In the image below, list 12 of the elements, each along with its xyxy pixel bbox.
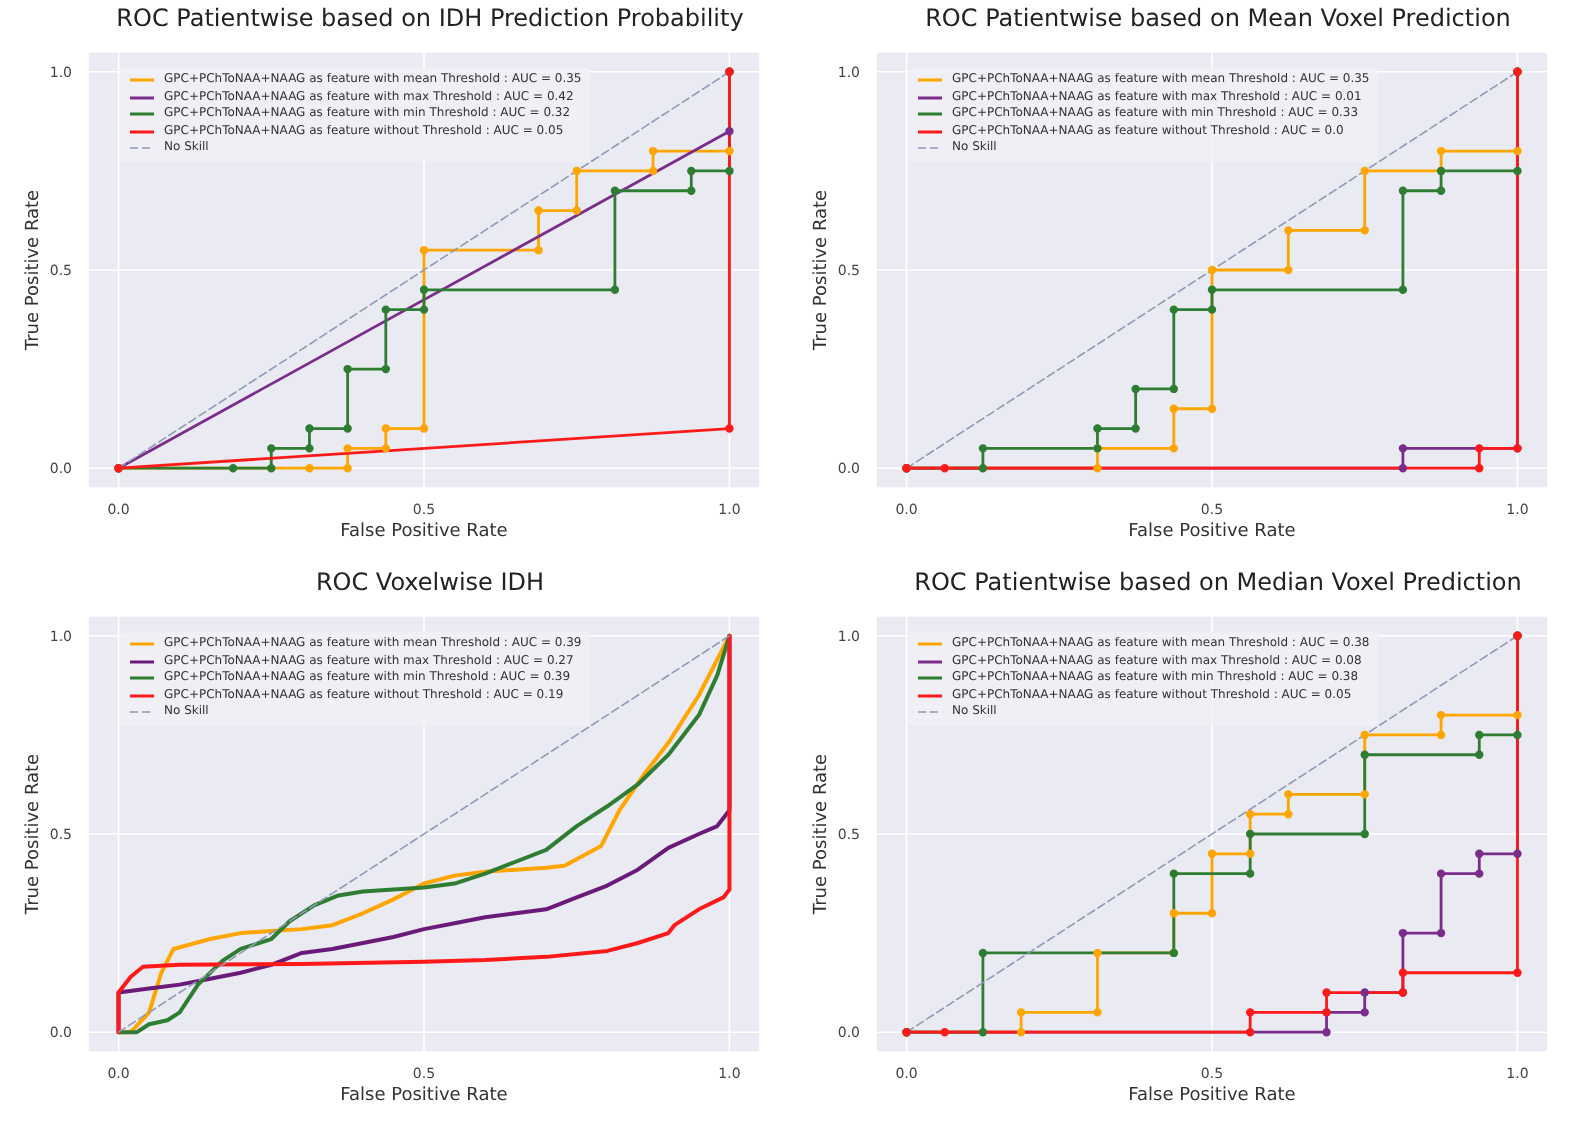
x-axis-title: False Positive Rate — [340, 522, 509, 542]
y-axis-title: True Positive Rate — [24, 188, 45, 353]
y-axis-title: True Positive Rate — [24, 752, 45, 917]
chart-title: ROC Patientwise based on Median Voxel Prediction — [912, 568, 1524, 596]
x-axis-title: False Positive Rate — [340, 1086, 509, 1106]
chart-title: ROC Voxelwise IDH — [313, 568, 547, 596]
chart-title: ROC Patientwise based on Mean Voxel Prediction — [923, 4, 1513, 32]
chart-title: ROC Patientwise based on IDH Prediction Probability — [114, 4, 746, 32]
x-axis-title: False Positive Rate — [1128, 1086, 1297, 1106]
y-axis-title: True Positive Rate — [812, 752, 833, 917]
x-axis-title: False Positive Rate — [1128, 522, 1297, 542]
y-axis-title: True Positive Rate — [812, 188, 833, 353]
